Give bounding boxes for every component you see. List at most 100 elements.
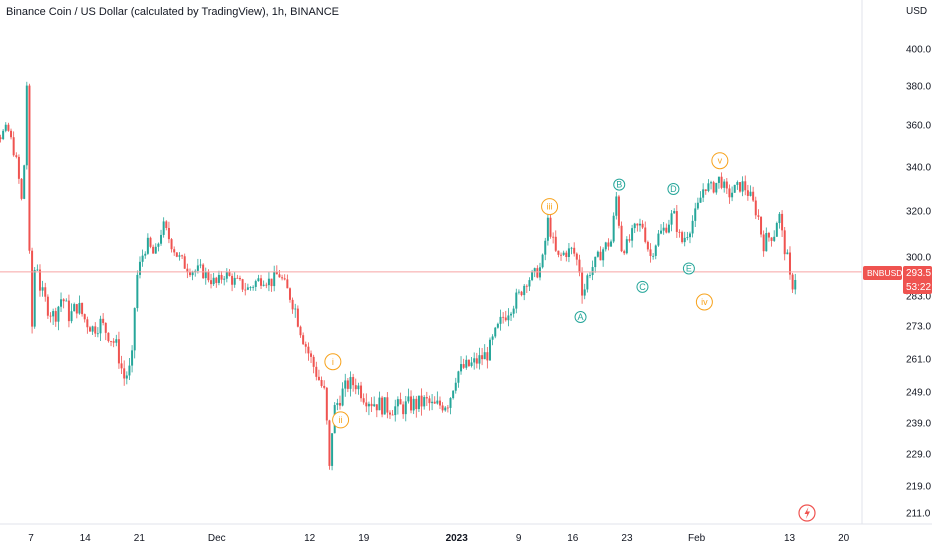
candle (244, 282, 247, 296)
candle (554, 230, 557, 252)
candle (783, 226, 786, 261)
candle (631, 224, 634, 248)
candle (354, 378, 357, 395)
candle (433, 396, 436, 404)
wave-label-text: iv (701, 297, 708, 307)
candle (312, 354, 315, 374)
time-tick-label: 2023 (446, 533, 469, 544)
wave-label-D: D (667, 183, 680, 195)
candle (62, 298, 65, 309)
candle (102, 313, 105, 326)
candle (515, 288, 518, 314)
candle (694, 202, 697, 228)
candle (544, 237, 547, 261)
candle (415, 395, 418, 418)
candle (96, 327, 99, 338)
candle (162, 217, 165, 238)
price-tick-label: 273.0 (906, 322, 931, 333)
candle (581, 267, 584, 304)
candle (394, 399, 397, 422)
candle (623, 249, 626, 256)
candle (181, 254, 184, 260)
candle (675, 204, 678, 238)
candle (791, 272, 794, 293)
candle (373, 396, 376, 408)
candle (188, 268, 191, 278)
candle (265, 282, 268, 289)
candle (423, 395, 426, 410)
candle (681, 230, 684, 244)
candle (794, 273, 797, 295)
candle (23, 164, 26, 200)
candle (491, 334, 494, 346)
time-tick-label: 16 (567, 533, 579, 544)
candle (436, 391, 439, 405)
time-axis[interactable]: 7 14 21 Dec 12 19 2023 9 16 23 Feb 13 20 (0, 523, 932, 544)
lightning-alert-icon[interactable] (798, 504, 816, 522)
candle (128, 358, 131, 380)
candle (662, 221, 665, 235)
candle (220, 271, 223, 284)
candle (15, 152, 18, 159)
wave-label-text: D (670, 184, 677, 194)
candle (565, 250, 568, 262)
symbol-price-badge[interactable]: BNBUSD 293.5 53:22 (863, 266, 932, 294)
candle (86, 316, 89, 334)
candle (552, 232, 555, 244)
candle (283, 274, 286, 281)
candle (249, 286, 252, 291)
candle (365, 393, 368, 413)
candle (252, 285, 255, 291)
candle (707, 179, 710, 193)
candle (607, 238, 610, 251)
candle (704, 189, 707, 195)
candle (388, 410, 391, 419)
candle (596, 250, 599, 258)
candle (586, 273, 589, 293)
candle (138, 256, 141, 279)
price-tick-label: 211.0 (906, 509, 931, 520)
candle (770, 237, 773, 247)
candle (75, 303, 78, 319)
candle (652, 253, 655, 260)
price-tick-label: 219.0 (906, 482, 931, 493)
candle (60, 292, 63, 313)
candle (199, 259, 202, 269)
candle (733, 184, 736, 193)
price-tick-label: 239.0 (906, 419, 931, 430)
candle (386, 392, 389, 419)
time-tick-label: Feb (688, 533, 706, 544)
price-axis[interactable]: USD 400.0 380.0 360.0 340.0 320.0 300.0 283.0 2… (861, 0, 932, 524)
candle (496, 322, 499, 329)
candle (612, 212, 615, 244)
candle (99, 315, 102, 342)
candles-layer[interactable] (0, 81, 797, 471)
candle (641, 220, 644, 230)
candle (420, 388, 423, 416)
time-tick-label: 9 (516, 533, 522, 544)
candle (507, 308, 510, 327)
price-tick-label: 380.0 (906, 82, 931, 93)
candle (749, 185, 752, 197)
candle (204, 267, 207, 285)
candle (402, 401, 405, 419)
candle (275, 265, 278, 275)
candle (378, 391, 381, 411)
candle (328, 419, 331, 470)
candle (570, 246, 573, 255)
candle (44, 282, 47, 302)
candle (449, 397, 452, 415)
candle (41, 280, 44, 297)
candle (594, 256, 597, 273)
candle (604, 241, 607, 252)
candle (291, 297, 294, 314)
candle (160, 229, 163, 246)
wave-label-text: E (686, 263, 692, 273)
candle (478, 347, 481, 370)
candle (438, 396, 441, 409)
candle (644, 221, 647, 244)
candle (131, 345, 134, 373)
candle (528, 277, 531, 292)
candle (194, 269, 197, 277)
